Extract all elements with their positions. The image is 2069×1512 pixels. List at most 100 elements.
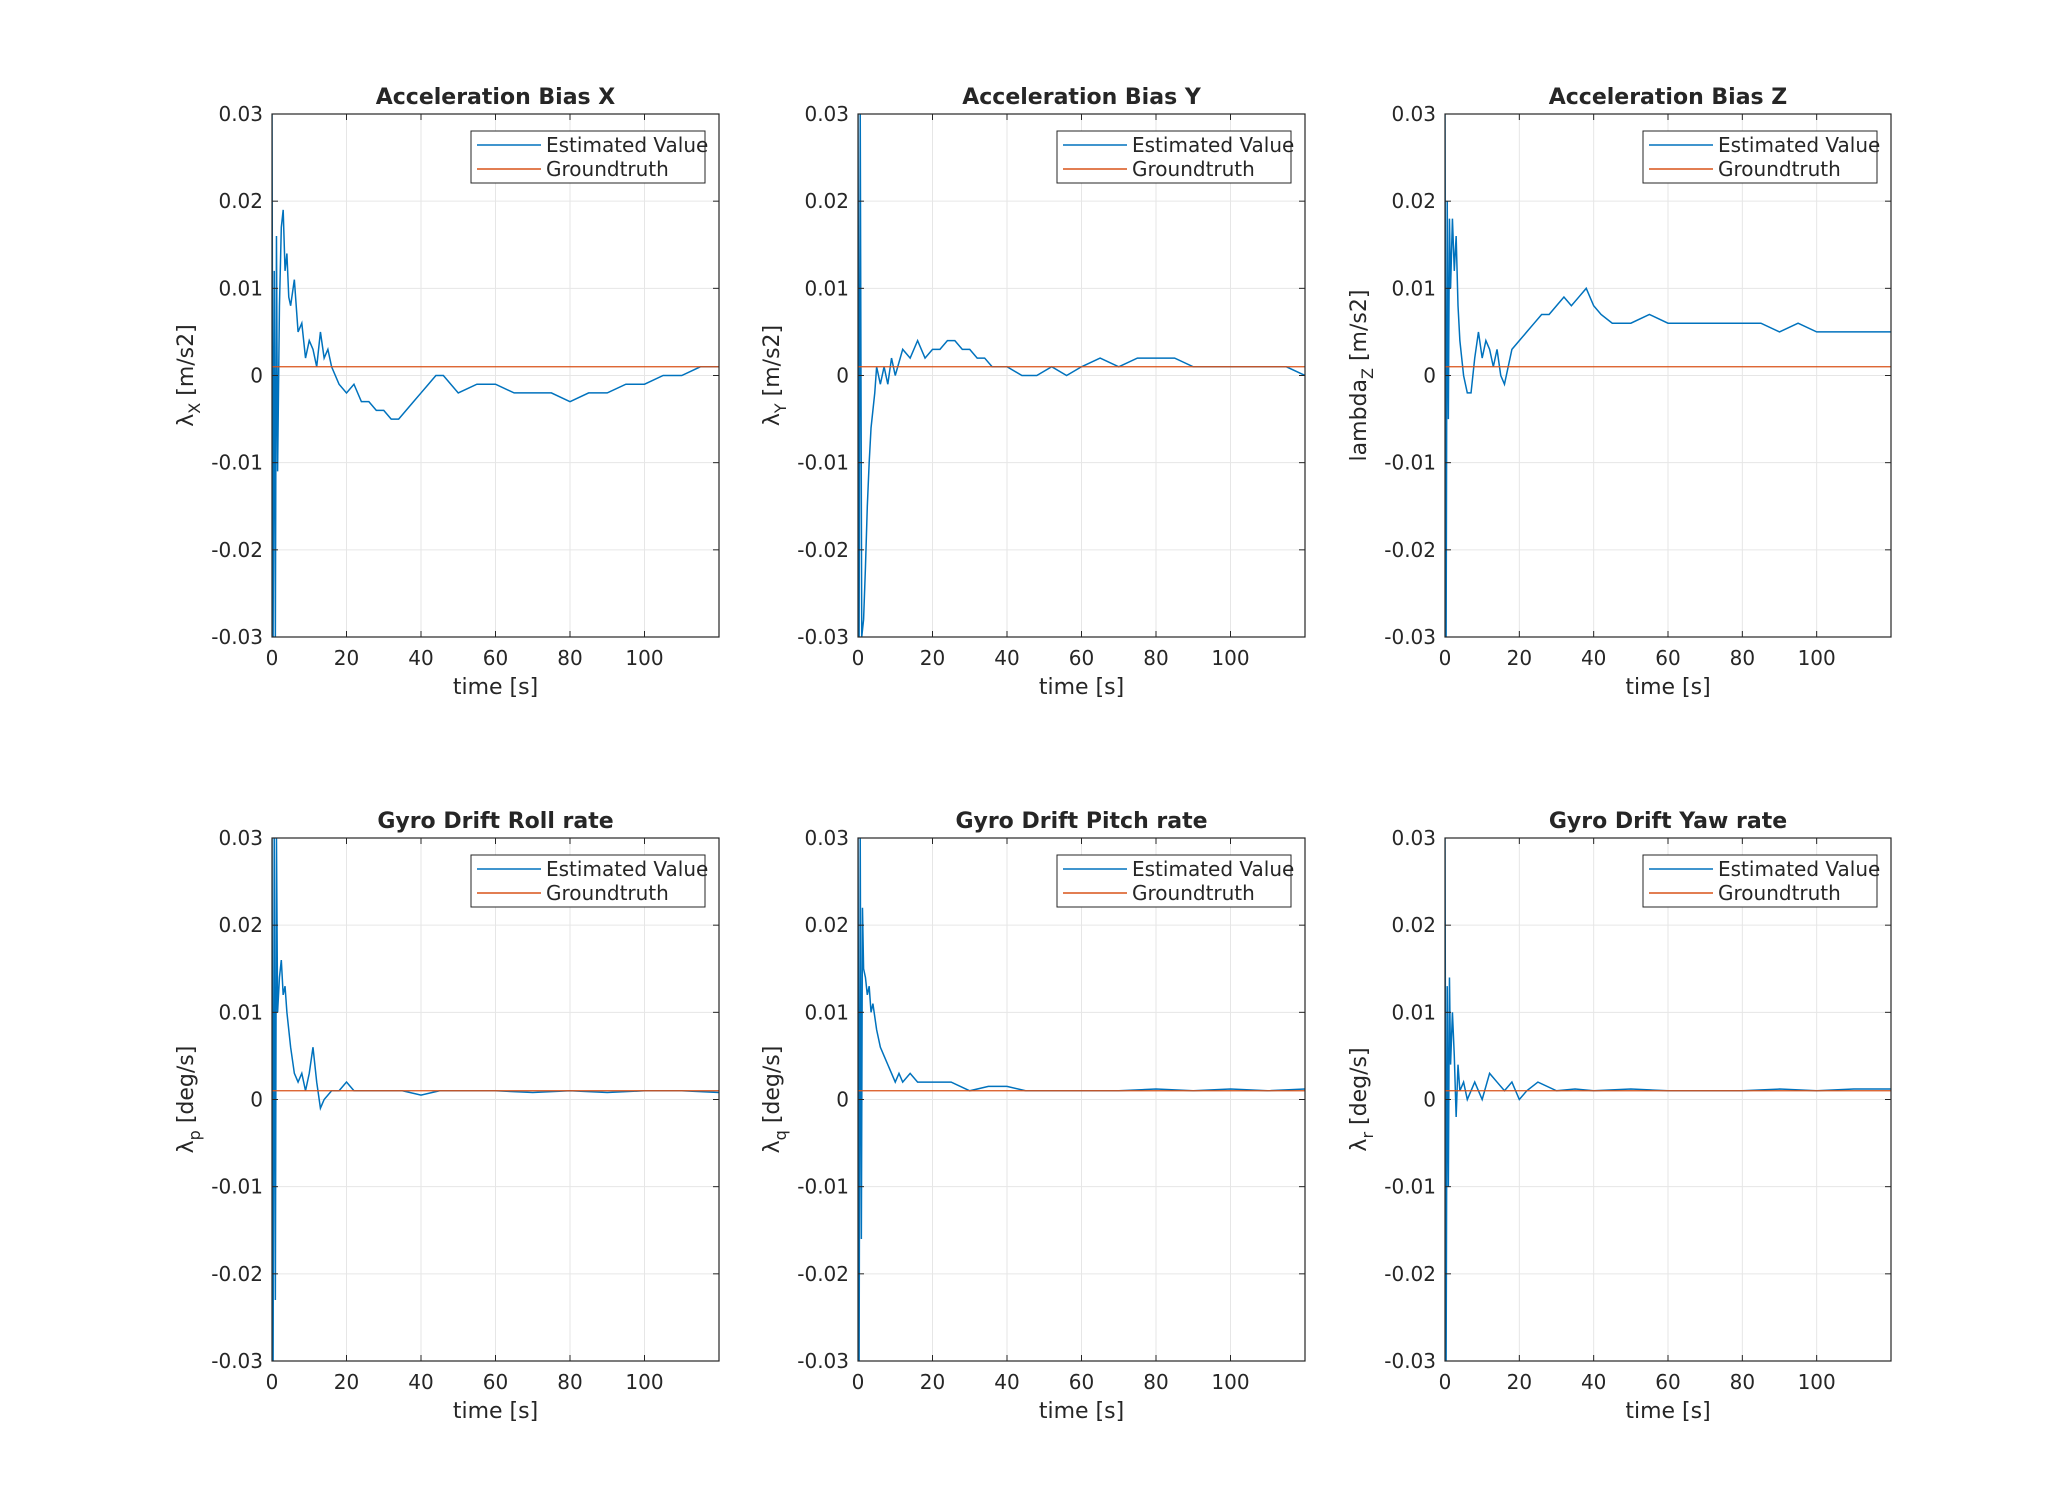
y-tick-label: 0.02 xyxy=(218,189,263,213)
legend-label: Estimated Value xyxy=(546,133,708,157)
y-tick-label: 0.03 xyxy=(218,102,263,126)
x-tick-label: 60 xyxy=(1069,646,1094,670)
legend-label: Groundtruth xyxy=(1718,157,1841,181)
y-tick-label: 0.01 xyxy=(1391,276,1436,300)
x-tick-label: 0 xyxy=(266,1370,279,1394)
x-tick-label: 20 xyxy=(920,1370,945,1394)
y-tick-label: 0 xyxy=(836,364,849,388)
y-tick-label: -0.01 xyxy=(1384,1175,1436,1199)
x-axis-label: time [s] xyxy=(453,675,538,700)
x-tick-label: 80 xyxy=(557,1370,582,1394)
y-tick-label: 0.03 xyxy=(804,102,849,126)
legend-label: Groundtruth xyxy=(1718,881,1841,905)
x-tick-label: 20 xyxy=(1507,646,1532,670)
y-tick-label: -0.01 xyxy=(797,1175,849,1199)
x-axis-label: time [s] xyxy=(453,1399,538,1424)
x-tick-label: 60 xyxy=(483,1370,508,1394)
y-tick-label: -0.03 xyxy=(1384,625,1436,649)
x-tick-label: 80 xyxy=(557,646,582,670)
x-tick-label: 40 xyxy=(994,646,1019,670)
legend-box xyxy=(470,130,706,184)
x-tick-label: 100 xyxy=(1798,1370,1836,1394)
y-tick-label: -0.03 xyxy=(211,1349,263,1373)
chart-title: Gyro Drift Pitch rate xyxy=(955,809,1207,834)
x-tick-label: 100 xyxy=(625,1370,663,1394)
y-tick-label: 0.03 xyxy=(804,826,849,850)
chart-title: Gyro Drift Roll rate xyxy=(377,809,613,834)
chart-panel-3: 0 20 40 60 80 100 -0.03 -0.02 -0.01 0 0.01 0.02 0.03… xyxy=(174,809,720,1424)
x-tick-label: 40 xyxy=(1581,1370,1606,1394)
legend-label: Estimated Value xyxy=(546,857,708,881)
chart-panel-2: 0 20 40 60 80 100 -0.03 -0.02 -0.01 0 0.01 0.02 0.03… xyxy=(1347,85,1892,700)
y-tick-label: -0.01 xyxy=(211,1175,263,1199)
y-tick-label: 0.02 xyxy=(1391,189,1436,213)
legend-label: Estimated Value xyxy=(1132,857,1294,881)
x-tick-label: 20 xyxy=(1507,1370,1532,1394)
x-tick-label: 20 xyxy=(334,1370,359,1394)
y-axis-label: λX [m/s2] xyxy=(174,324,204,426)
x-tick-label: 40 xyxy=(408,646,433,670)
y-tick-label: 0.03 xyxy=(1391,826,1436,850)
y-tick-label: -0.03 xyxy=(797,1349,849,1373)
x-tick-label: 20 xyxy=(334,646,359,670)
y-axis-label: lambdaZ [m/s2] xyxy=(1347,290,1377,462)
y-tick-label: 0 xyxy=(836,1088,849,1112)
x-tick-label: 100 xyxy=(625,646,663,670)
y-tick-label: 0.01 xyxy=(218,1000,263,1024)
y-tick-label: 0.03 xyxy=(218,826,263,850)
y-axis-label: λr [deg/s] xyxy=(1347,1047,1377,1151)
x-tick-label: 40 xyxy=(408,1370,433,1394)
y-tick-label: -0.02 xyxy=(1384,538,1436,562)
y-tick-label: 0.02 xyxy=(218,913,263,937)
y-tick-label: -0.01 xyxy=(797,451,849,475)
x-tick-label: 80 xyxy=(1730,1370,1755,1394)
x-tick-label: 0 xyxy=(852,1370,865,1394)
x-tick-label: 60 xyxy=(483,646,508,670)
x-tick-label: 0 xyxy=(1439,646,1452,670)
legend-label: Estimated Value xyxy=(1132,133,1294,157)
chart-panel-0: 0 20 40 60 80 100 -0.03 -0.02 -0.01 0 0.01 0.02 0.03… xyxy=(174,85,720,700)
legend-label: Groundtruth xyxy=(1132,157,1255,181)
legend-box xyxy=(1642,854,1878,908)
series-line-estimated xyxy=(858,114,1305,637)
x-tick-label: 40 xyxy=(994,1370,1019,1394)
y-tick-label: -0.02 xyxy=(797,538,849,562)
chart-title: Acceleration Bias X xyxy=(376,85,616,110)
x-tick-label: 100 xyxy=(1211,646,1249,670)
y-tick-label: -0.02 xyxy=(1384,1262,1436,1286)
y-tick-label: 0.03 xyxy=(1391,102,1436,126)
y-tick-label: 0 xyxy=(1423,364,1436,388)
chart-title: Acceleration Bias Y xyxy=(962,85,1202,110)
legend-label: Estimated Value xyxy=(1718,857,1880,881)
y-tick-label: -0.02 xyxy=(211,1262,263,1286)
legend-box xyxy=(470,854,706,908)
chart-title: Acceleration Bias Z xyxy=(1549,85,1788,110)
y-tick-label: -0.03 xyxy=(1384,1349,1436,1373)
y-tick-label: 0.02 xyxy=(1391,913,1436,937)
x-tick-label: 40 xyxy=(1581,646,1606,670)
chart-panel-5: 0 20 40 60 80 100 -0.03 -0.02 -0.01 0 0.01 0.02 0.03… xyxy=(1347,809,1892,1424)
x-tick-label: 0 xyxy=(266,646,279,670)
y-axis-label: λq [deg/s] xyxy=(760,1046,790,1154)
x-tick-label: 20 xyxy=(920,646,945,670)
y-tick-label: -0.03 xyxy=(797,625,849,649)
legend-label: Groundtruth xyxy=(546,157,669,181)
y-tick-label: -0.01 xyxy=(211,451,263,475)
x-axis-label: time [s] xyxy=(1039,675,1124,700)
x-tick-label: 100 xyxy=(1211,1370,1249,1394)
x-tick-label: 60 xyxy=(1655,646,1680,670)
y-axis-label: λp [deg/s] xyxy=(174,1046,204,1154)
x-tick-label: 60 xyxy=(1069,1370,1094,1394)
series-line-estimated xyxy=(272,114,719,637)
x-tick-label: 0 xyxy=(852,646,865,670)
y-axis-label: λY [m/s2] xyxy=(760,325,790,426)
y-tick-label: 0 xyxy=(250,1088,263,1112)
y-tick-label: -0.01 xyxy=(1384,451,1436,475)
x-axis-label: time [s] xyxy=(1625,1399,1710,1424)
y-tick-label: 0 xyxy=(1423,1088,1436,1112)
